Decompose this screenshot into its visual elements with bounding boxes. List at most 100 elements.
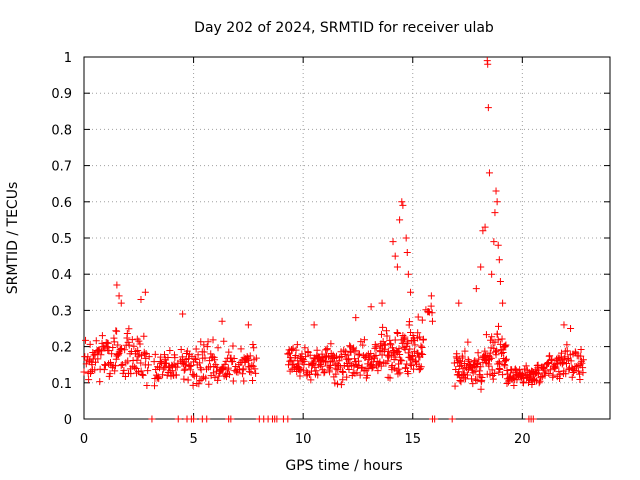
data-point: [475, 355, 483, 363]
data-point: [579, 369, 587, 377]
data-point: [499, 299, 507, 307]
data-point: [501, 362, 509, 370]
data-point: [180, 366, 188, 374]
data-point: [155, 375, 163, 383]
data-point: [250, 344, 258, 352]
data-point: [136, 340, 144, 348]
data-point: [197, 338, 205, 346]
data-point: [382, 327, 390, 335]
data-point: [459, 354, 467, 362]
data-point: [579, 356, 587, 364]
data-point: [484, 104, 492, 112]
data-point: [577, 346, 585, 354]
x-tick-label: 5: [189, 432, 197, 447]
data-point: [495, 256, 503, 264]
data-point: [335, 357, 343, 365]
data-point: [111, 367, 119, 375]
data-point: [301, 344, 309, 352]
data-point: [225, 348, 233, 356]
axis-ticks: 00.10.20.30.40.50.60.70.80.910 5 10 15 20: [51, 51, 610, 447]
data-point: [391, 336, 399, 344]
data-point: [392, 353, 400, 361]
data-point: [568, 373, 576, 381]
data-point: [91, 366, 99, 374]
data-point: [145, 353, 153, 361]
data-point: [209, 336, 217, 344]
data-point: [407, 362, 415, 370]
data-point: [500, 361, 508, 369]
data-point: [200, 341, 208, 349]
data-point: [184, 376, 192, 384]
data-point: [214, 376, 222, 384]
data-point: [496, 277, 504, 285]
data-point: [477, 385, 485, 393]
data-point: [394, 370, 402, 378]
y-tick-label: 0: [64, 413, 72, 428]
data-point: [207, 350, 215, 358]
y-tick-label: 0.2: [51, 341, 72, 356]
data-point: [87, 368, 95, 376]
data-point: [389, 238, 397, 246]
data-point: [245, 357, 253, 365]
data-point: [138, 371, 146, 379]
data-point: [186, 366, 194, 374]
data-point: [485, 169, 493, 177]
data-point: [142, 349, 150, 357]
data-point: [124, 357, 132, 365]
data-point: [493, 198, 501, 206]
data-point: [157, 353, 165, 361]
data-point: [427, 292, 435, 300]
data-point: [237, 345, 245, 353]
x-tick-label: 15: [404, 432, 421, 447]
data-point: [572, 363, 580, 371]
data-point: [398, 198, 406, 206]
data-point: [396, 369, 404, 377]
data-point: [502, 355, 510, 363]
data-point: [140, 332, 148, 340]
data-point: [495, 358, 503, 366]
data-point: [522, 362, 530, 370]
data-point: [403, 248, 411, 256]
data-point: [169, 362, 177, 370]
data-point: [562, 370, 570, 378]
data-point: [386, 340, 394, 348]
data-point: [464, 356, 472, 364]
data-point: [417, 342, 425, 350]
data-point: [229, 377, 237, 385]
data-point: [558, 349, 566, 357]
data-point: [418, 316, 426, 324]
data-point: [376, 358, 384, 366]
data-point: [189, 381, 197, 389]
x-tick-label: 0: [80, 432, 88, 447]
data-point: [455, 356, 463, 364]
data-point: [298, 350, 306, 358]
data-point: [85, 376, 93, 384]
data-point: [345, 356, 353, 364]
data-point: [131, 363, 139, 371]
data-point: [286, 357, 294, 365]
data-point: [97, 351, 105, 359]
data-point: [479, 227, 487, 235]
data-point: [461, 359, 469, 367]
data-point: [141, 350, 149, 358]
data-point: [130, 342, 138, 350]
data-point: [411, 341, 419, 349]
data-point: [511, 365, 519, 373]
data-point: [387, 341, 395, 349]
data-point: [513, 376, 521, 384]
data-point: [137, 367, 145, 375]
data-point: [137, 296, 145, 304]
data-point: [536, 377, 544, 385]
data-point: [151, 350, 159, 358]
data-point: [501, 342, 509, 350]
data-point: [294, 357, 302, 365]
data-point: [339, 368, 347, 376]
data-point: [490, 238, 498, 246]
data-point: [187, 362, 195, 370]
data-point: [166, 346, 174, 354]
data-point: [461, 347, 469, 355]
x-axis-label: GPS time / hours: [285, 458, 402, 474]
data-point: [537, 374, 545, 382]
data-point: [139, 371, 147, 379]
